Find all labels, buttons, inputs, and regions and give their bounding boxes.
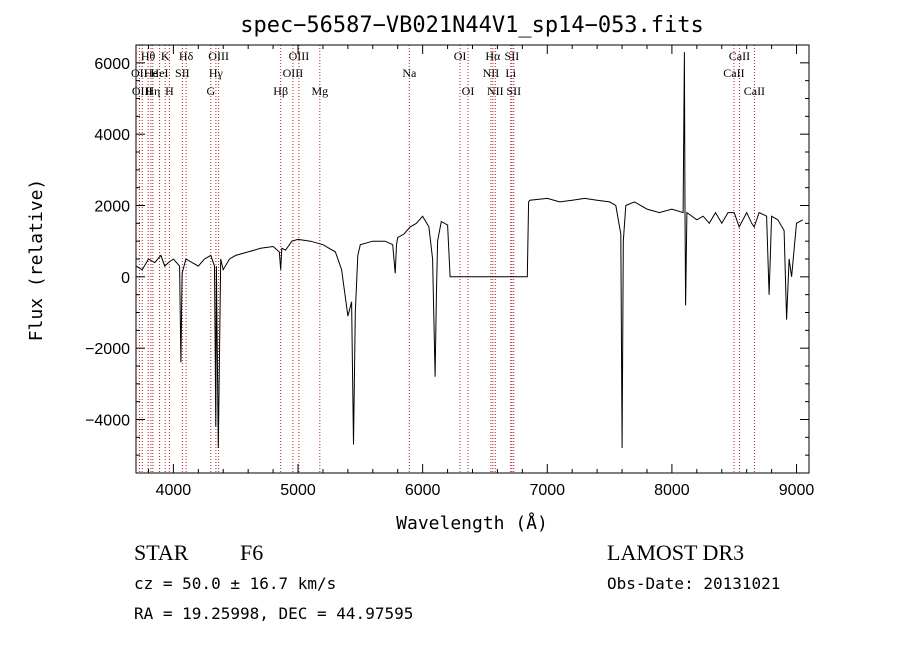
obs-date-label: Obs-Date: 20131021	[607, 574, 780, 593]
emission-line-label: NII	[483, 66, 500, 80]
emission-line-label: Hγ	[209, 66, 224, 80]
class-label: STAR	[134, 540, 189, 565]
spectrum-line	[135, 52, 804, 449]
y-tick-label: −4000	[85, 413, 130, 430]
emission-line-label: CaII	[729, 49, 750, 63]
x-tick-label: 7000	[529, 482, 565, 499]
emission-line-labels: OIIOIIIHθHeHηHeIKHSIIHδGHγOIIIHβOIIIOIII…	[131, 49, 765, 98]
emission-line-label: NII	[487, 84, 504, 98]
emission-line-label: CaII	[723, 66, 744, 80]
y-tick-label: 6000	[94, 56, 130, 73]
x-axis: 4000 5000 6000 7000 8000 9000	[147, 45, 815, 499]
y-tick-label: 0	[121, 270, 130, 287]
emission-line-label: Hβ	[273, 84, 288, 98]
x-tick-label: 4000	[156, 482, 192, 499]
emission-line-label: Hθ	[141, 49, 156, 63]
emission-line-label: H	[165, 84, 174, 98]
emission-line-label: OIII	[289, 49, 310, 63]
y-tick-label: −2000	[85, 341, 130, 358]
x-tick-label: 5000	[280, 482, 316, 499]
y-tick-label: 2000	[94, 199, 130, 216]
y-axis-label: Flux (relative)	[26, 179, 47, 342]
x-tick-label: 8000	[654, 482, 690, 499]
emission-line-label: G	[206, 84, 215, 98]
y-axis: 6000 4000 2000 0 −2000 −4000	[85, 56, 809, 456]
emission-line-label: OI	[454, 49, 467, 63]
subclass-label: F6	[240, 540, 263, 565]
chart-title: spec−56587−VB021N44V1_sp14−053.fits	[240, 13, 704, 38]
redshift-label: cz = 50.0 ± 16.7 km/s	[134, 574, 336, 593]
x-tick-label: 9000	[779, 482, 815, 499]
emission-line-label: OII	[131, 66, 148, 80]
emission-line-label: K	[161, 49, 170, 63]
emission-line-label: Mg	[311, 84, 328, 98]
emission-line-label: HeI	[151, 66, 169, 80]
emission-line-label: OIII	[208, 49, 229, 63]
emission-line-label: He	[144, 66, 158, 80]
emission-line-label: Hδ	[179, 49, 194, 63]
emission-line-label: OI	[462, 84, 475, 98]
emission-line-label: Na	[402, 66, 417, 80]
emission-line-label: OIII	[283, 66, 304, 80]
emission-line-label: Hα	[485, 49, 501, 63]
emission-line-label: OIII	[132, 84, 153, 98]
plot-frame	[135, 44, 810, 474]
coords-label: RA = 19.25998, DEC = 44.97595	[134, 604, 413, 623]
survey-label: LAMOST DR3	[607, 540, 744, 565]
emission-line-label: SII	[175, 66, 190, 80]
emission-lines	[138, 45, 755, 473]
emission-line-label: SII	[505, 49, 520, 63]
emission-line-label: SII	[506, 84, 521, 98]
x-axis-label: Wavelength (Å)	[396, 512, 548, 534]
y-tick-label: 4000	[94, 127, 130, 144]
emission-line-label: CaII	[744, 84, 765, 98]
emission-line-label: Li	[505, 66, 516, 80]
emission-line-label: Hη	[145, 84, 160, 98]
x-tick-label: 6000	[405, 482, 441, 499]
